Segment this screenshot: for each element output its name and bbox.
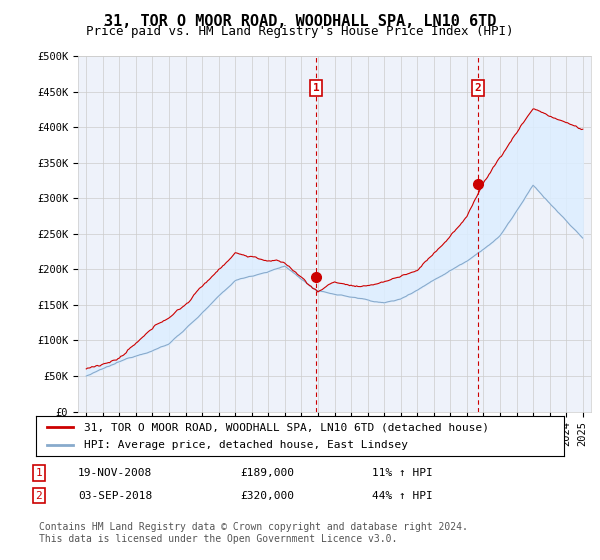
Text: 11% ↑ HPI: 11% ↑ HPI (372, 468, 433, 478)
Text: £189,000: £189,000 (240, 468, 294, 478)
Text: 03-SEP-2018: 03-SEP-2018 (78, 491, 152, 501)
Text: 31, TOR O MOOR ROAD, WOODHALL SPA, LN10 6TD (detached house): 31, TOR O MOOR ROAD, WOODHALL SPA, LN10 … (83, 422, 488, 432)
Text: £320,000: £320,000 (240, 491, 294, 501)
Text: 31, TOR O MOOR ROAD, WOODHALL SPA, LN10 6TD: 31, TOR O MOOR ROAD, WOODHALL SPA, LN10 … (104, 14, 496, 29)
Text: HPI: Average price, detached house, East Lindsey: HPI: Average price, detached house, East… (83, 440, 407, 450)
Text: 1: 1 (35, 468, 43, 478)
Text: 2: 2 (475, 83, 481, 93)
Text: 44% ↑ HPI: 44% ↑ HPI (372, 491, 433, 501)
Text: 2: 2 (35, 491, 43, 501)
Text: 19-NOV-2008: 19-NOV-2008 (78, 468, 152, 478)
Text: 1: 1 (313, 83, 319, 93)
Text: Price paid vs. HM Land Registry's House Price Index (HPI): Price paid vs. HM Land Registry's House … (86, 25, 514, 38)
Text: Contains HM Land Registry data © Crown copyright and database right 2024.
This d: Contains HM Land Registry data © Crown c… (39, 522, 468, 544)
